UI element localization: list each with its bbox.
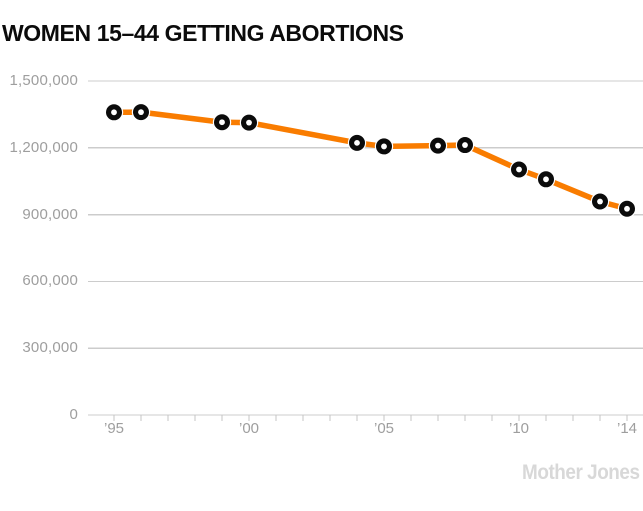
x-axis-tick-label: ’00 xyxy=(238,420,260,437)
data-point-hole xyxy=(462,142,468,148)
y-axis-tick-label: 0 xyxy=(69,406,78,423)
x-axis-tick-label: ’05 xyxy=(373,420,395,437)
data-point-hole xyxy=(435,142,441,149)
data-point-hole xyxy=(381,143,387,150)
data-point-hole xyxy=(354,139,360,146)
y-axis-tick-label: 900,000 xyxy=(22,205,78,223)
data-point-hole xyxy=(219,119,225,126)
x-axis-tick-label: ’95 xyxy=(103,420,125,437)
data-point-hole xyxy=(246,119,252,126)
y-axis-tick-label: 300,000 xyxy=(22,339,78,357)
data-line xyxy=(111,109,630,212)
data-point-hole xyxy=(516,166,522,173)
data-point-hole xyxy=(624,205,630,212)
chart-title: WOMEN 15–44 GETTING ABORTIONS xyxy=(2,20,404,46)
data-point-hole xyxy=(543,176,549,183)
x-axis-tick-label: ’14 xyxy=(616,420,638,437)
y-axis-tick-label: 600,000 xyxy=(22,272,78,290)
y-axis-tick-label: 1,200,000 xyxy=(9,138,78,156)
motherjones-logo: Mother Jones xyxy=(522,461,641,484)
y-axis-tick-label: 1,500,000 xyxy=(9,72,78,89)
data-point-hole xyxy=(597,198,603,205)
data-point-hole xyxy=(138,109,144,116)
x-axis-tick-label: ’10 xyxy=(508,420,530,437)
data-point-hole xyxy=(111,109,117,116)
